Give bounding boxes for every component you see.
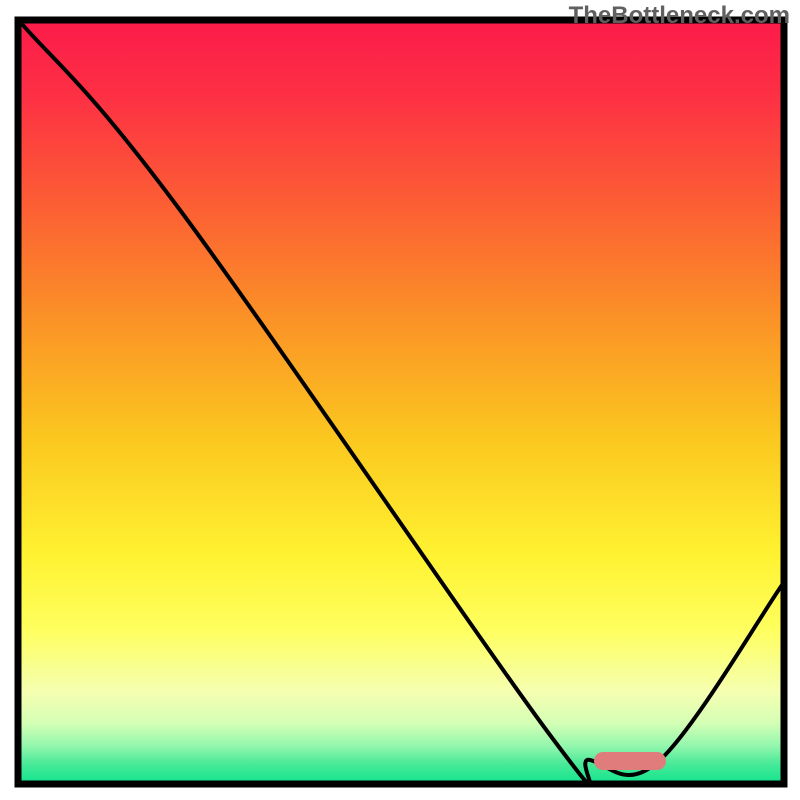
gradient-background	[18, 20, 784, 784]
optimum-marker	[594, 752, 666, 770]
watermark-text: TheBottleneck.com	[569, 2, 790, 30]
chart-canvas	[0, 0, 800, 800]
bottleneck-chart: TheBottleneck.com	[0, 0, 800, 800]
